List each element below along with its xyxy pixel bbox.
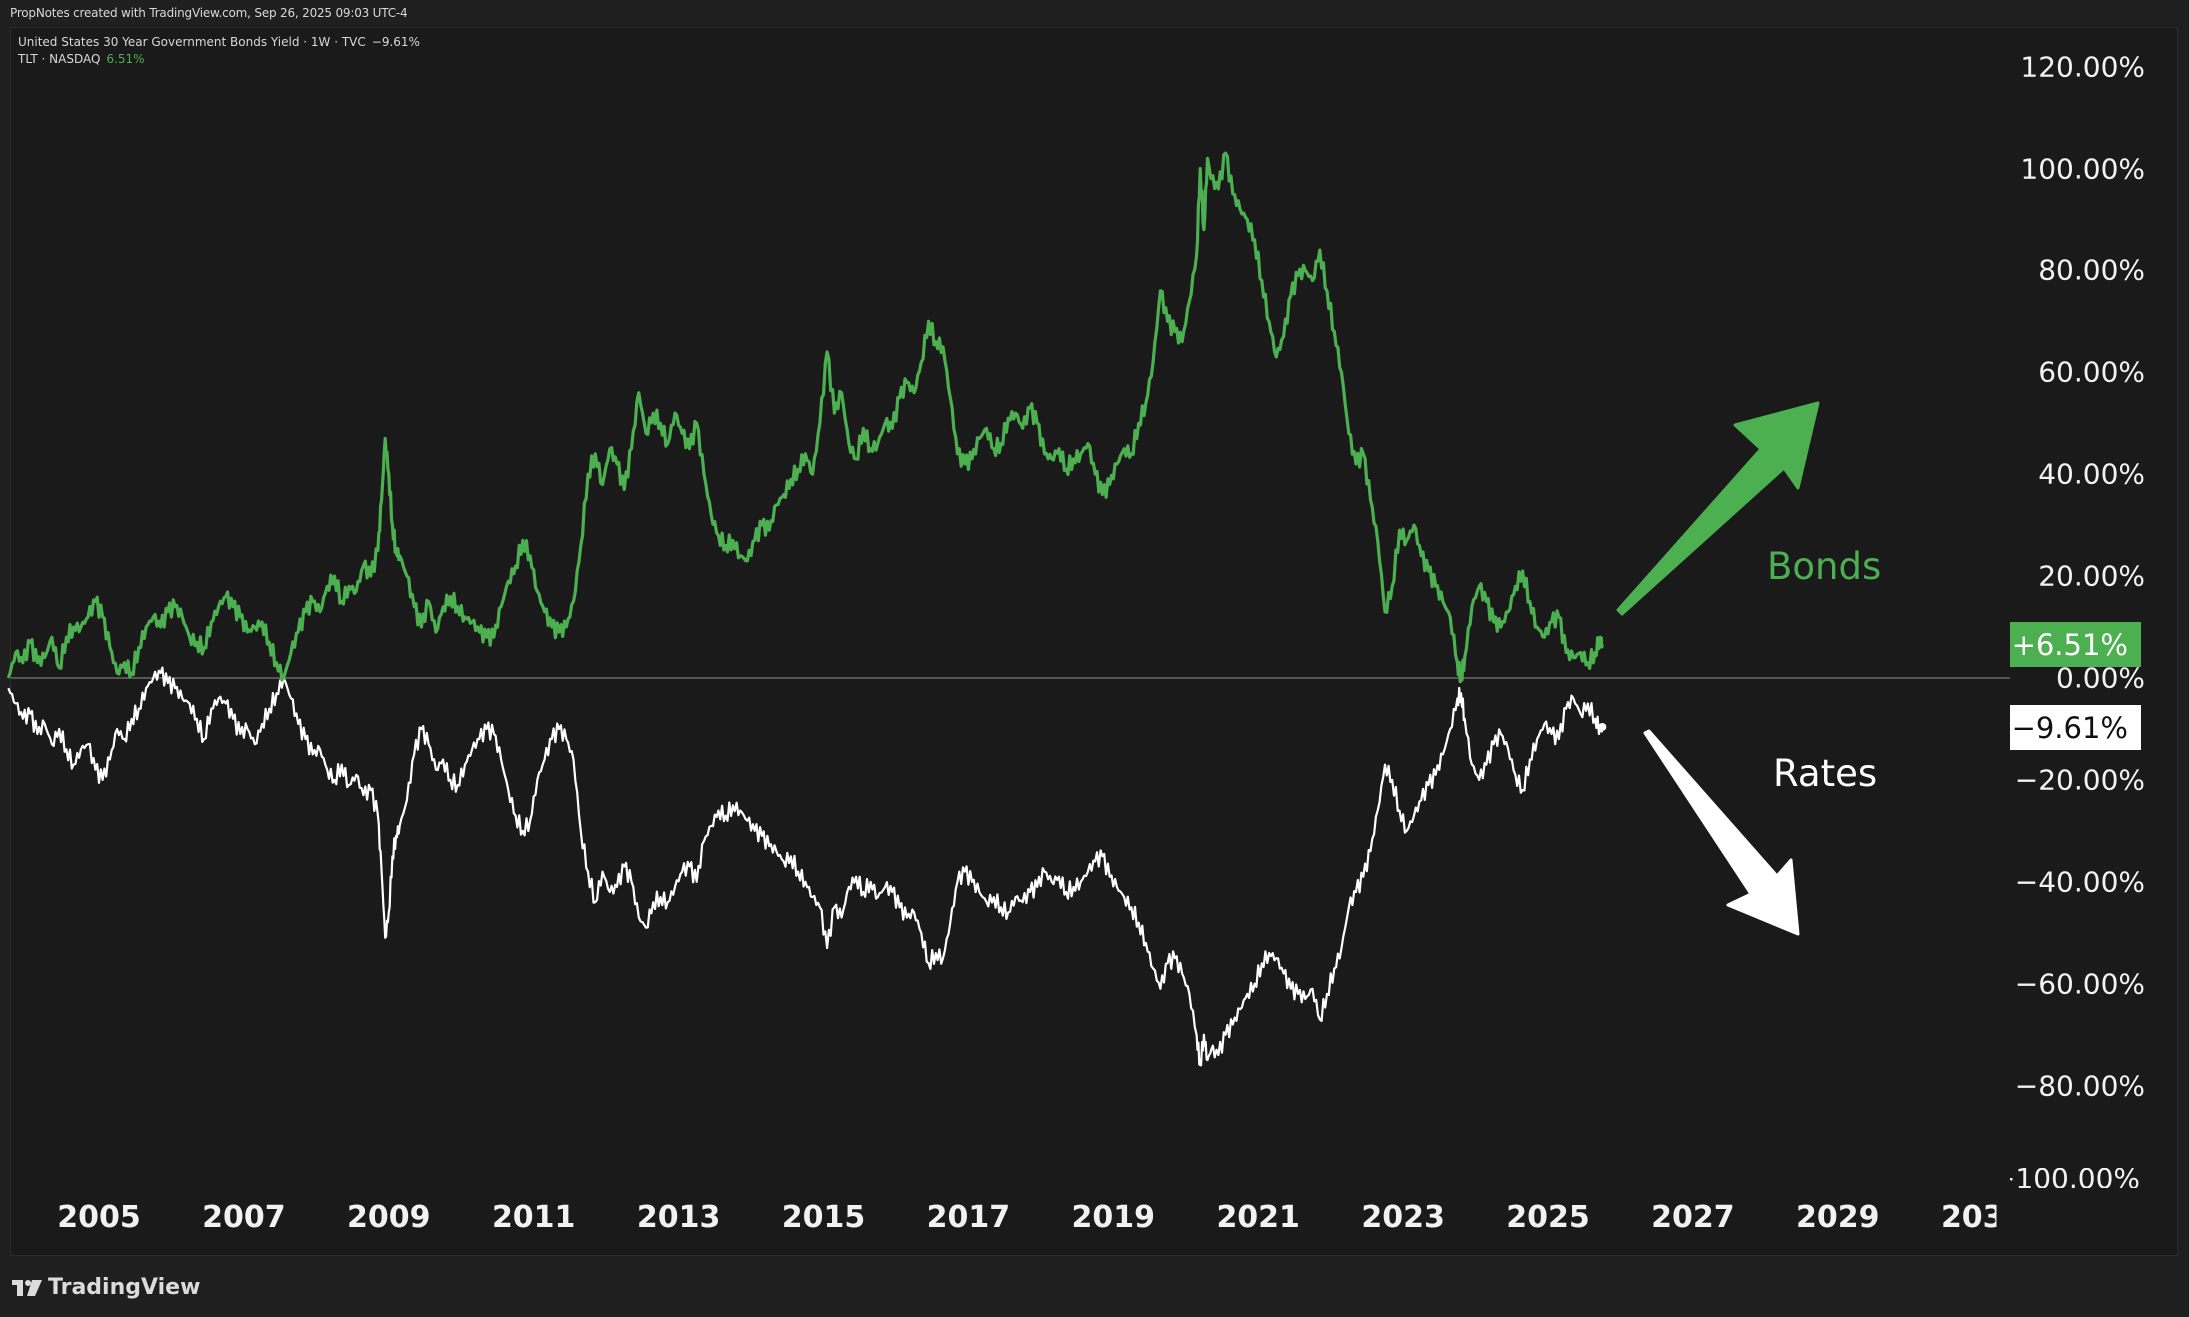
time-axis-label: 2019 [1071,1200,1156,1235]
rates-end-dot [1598,722,1607,731]
legend-tlt-label: TLT · NASDAQ [18,52,101,66]
bonds-line [6,151,1604,684]
price-axis-label: 120.00% [2020,50,2145,84]
price-axis-label: −80.00% [2014,1069,2145,1103]
price-axis-label-clipped: −100.00% [2010,1168,2140,1188]
price-axis-label: 20.00% [2038,559,2145,593]
rates-annotation[interactable]: Rates [1773,752,1878,795]
price-axis-label: −20.00% [2014,763,2145,797]
time-axis-label: 2029 [1796,1200,1880,1235]
watermark: PropNotes created with TradingView.com, … [10,6,408,20]
time-axis-label: 2005 [57,1200,141,1235]
time-axis-label: 2023 [1361,1200,1445,1235]
rates-down-arrow-icon[interactable] [1643,729,1800,936]
legend-row-yield[interactable]: United States 30 Year Government Bonds Y… [18,34,420,51]
time-axis-label: 2021 [1216,1200,1300,1235]
rates-line [7,666,1604,1067]
price-axis-label: 60.00% [2038,355,2145,389]
time-axis-label: 2027 [1651,1200,1735,1235]
price-axis-label: 100.00% [2020,152,2145,185]
time-axis-label: 2017 [926,1200,1011,1235]
time-axis-label: 2007 [202,1200,286,1235]
chart-frame [10,27,2178,1256]
time-axis-label: 2011 [491,1200,576,1235]
legend-tlt-value: 6.51% [106,52,145,66]
legend-row-tlt[interactable]: TLT · NASDAQ 6.51% [18,51,420,68]
bonds-annotation[interactable]: Bonds [1767,545,1882,588]
price-axis-label: 40.00% [2038,457,2145,491]
legend-yield-value: −9.61% [371,35,420,49]
time-axis-label: 2015 [781,1200,866,1235]
price-axis-label: 80.00% [2038,253,2145,287]
chart-legend: United States 30 Year Government Bonds Y… [18,34,420,68]
tradingview-brand-text: TradingView [48,1275,201,1300]
price-axis-label: −40.00% [2014,865,2145,899]
legend-yield-label: United States 30 Year Government Bonds Y… [18,35,366,49]
tlt-price-tag: +6.51% [2010,622,2141,667]
time-axis-label: 2009 [347,1200,431,1235]
yield-price-tag: −9.61% [2010,705,2141,750]
price-axis-label: −60.00% [2014,967,2145,1001]
time-axis-label: 2031 [1940,1200,2025,1235]
bonds-up-arrow-icon[interactable] [1616,401,1820,616]
time-axis-label: 2013 [636,1200,721,1235]
tradingview-logo-icon [12,1279,42,1296]
price-axis-label: 0.00% [2056,661,2145,695]
time-axis-label: 2025 [1506,1200,1590,1235]
tradingview-logo[interactable]: TradingView [12,1275,200,1300]
